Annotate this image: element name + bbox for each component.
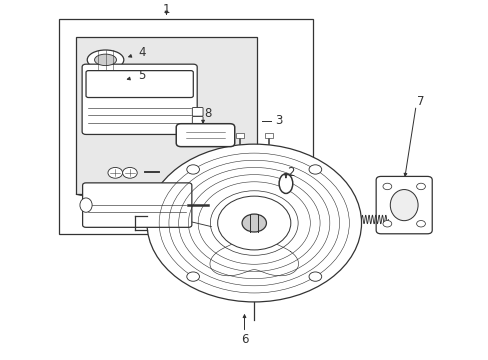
Bar — [59, 19, 312, 234]
FancyBboxPatch shape — [192, 108, 203, 116]
Circle shape — [217, 196, 290, 250]
FancyBboxPatch shape — [375, 176, 431, 234]
Bar — [76, 37, 256, 194]
Text: 4: 4 — [138, 46, 145, 59]
FancyBboxPatch shape — [86, 71, 193, 98]
Ellipse shape — [98, 76, 115, 85]
Circle shape — [382, 221, 391, 227]
Ellipse shape — [87, 50, 123, 70]
Circle shape — [186, 272, 199, 281]
Text: 3: 3 — [274, 114, 282, 127]
Text: 6: 6 — [240, 333, 248, 346]
Ellipse shape — [389, 189, 417, 221]
Circle shape — [416, 221, 425, 227]
Circle shape — [382, 183, 391, 190]
Circle shape — [122, 167, 137, 178]
Circle shape — [108, 167, 122, 178]
FancyBboxPatch shape — [82, 183, 191, 227]
Circle shape — [308, 272, 321, 281]
FancyBboxPatch shape — [192, 117, 203, 125]
Ellipse shape — [279, 174, 292, 193]
Circle shape — [416, 183, 425, 190]
Ellipse shape — [80, 198, 92, 212]
Bar — [235, 133, 243, 138]
Text: 2: 2 — [286, 166, 294, 179]
Text: 1: 1 — [163, 3, 170, 16]
FancyBboxPatch shape — [176, 124, 234, 147]
FancyBboxPatch shape — [82, 64, 197, 134]
Ellipse shape — [94, 54, 116, 66]
Text: 8: 8 — [204, 107, 211, 120]
Text: 5: 5 — [138, 69, 145, 82]
Circle shape — [242, 214, 266, 232]
Circle shape — [147, 144, 361, 302]
FancyBboxPatch shape — [90, 70, 123, 90]
Text: 7: 7 — [416, 95, 424, 108]
Circle shape — [308, 165, 321, 174]
Circle shape — [186, 165, 199, 174]
Bar — [264, 133, 272, 138]
